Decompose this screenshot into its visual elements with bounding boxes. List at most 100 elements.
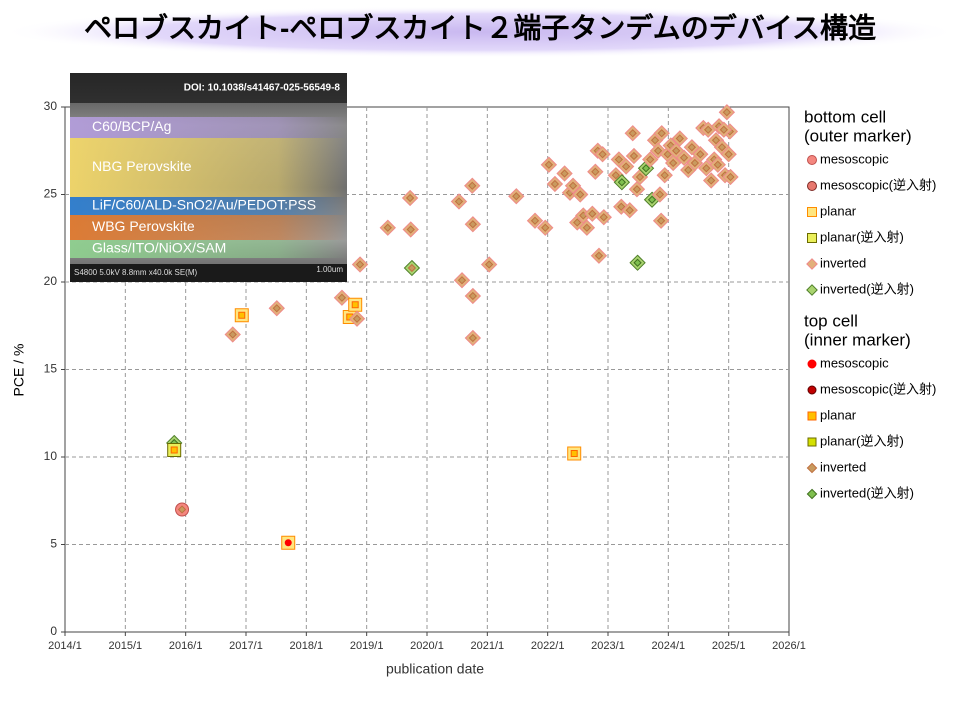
legend-marker [807, 437, 817, 447]
inner-marker [641, 164, 651, 173]
inner-marker [272, 304, 281, 313]
legend-label: planar [820, 407, 857, 422]
inner-marker [719, 125, 728, 134]
y-tick-label: 25 [44, 187, 58, 201]
x-tick-label: 2022/1 [531, 640, 565, 652]
inner-marker [629, 151, 639, 161]
inner-marker [690, 158, 700, 168]
inner-marker [650, 136, 660, 145]
inner-marker [468, 291, 478, 301]
y-tick-label: 30 [44, 99, 58, 113]
inner-marker [632, 185, 642, 194]
y-tick-label: 5 [50, 537, 57, 551]
inner-marker [383, 223, 392, 232]
inner-marker [611, 171, 621, 180]
marks [166, 104, 739, 550]
inner-marker [702, 164, 711, 173]
legend-title: (inner marker) [804, 330, 911, 349]
y-axis-label: PCE / % [11, 344, 27, 397]
inner-marker [614, 155, 624, 164]
inner-marker [512, 192, 521, 201]
inner-marker [457, 276, 467, 285]
x-tick-label: 2026/1 [772, 640, 806, 652]
y-tick-label: 10 [44, 449, 58, 463]
inner-marker [617, 178, 627, 187]
legend-marker [807, 233, 817, 243]
legend-label: planar(逆入射) [820, 433, 904, 448]
inner-marker [675, 134, 684, 143]
x-tick-label: 2017/1 [229, 640, 263, 652]
legend-marker [806, 284, 818, 296]
inner-marker [576, 190, 585, 199]
inner-marker [717, 143, 727, 152]
inner-marker [684, 165, 693, 175]
layer-label: WBG Perovskite [92, 218, 195, 234]
inner-marker [687, 143, 697, 152]
inner-marker [646, 155, 655, 164]
inner-marker [544, 160, 554, 169]
legend-label: inverted(逆入射) [820, 281, 914, 296]
legend-label: inverted [820, 255, 866, 270]
inner-marker [337, 293, 347, 302]
inner-marker [656, 216, 666, 225]
legend-marker [807, 155, 817, 165]
inner-marker [672, 146, 681, 155]
x-tick-label: 2023/1 [591, 640, 625, 652]
inner-marker [228, 330, 237, 339]
layer-band [70, 117, 347, 138]
legend-marker [806, 258, 818, 270]
layer-band [70, 197, 347, 215]
inner-marker [550, 179, 560, 189]
inner-marker [713, 160, 722, 169]
legend-marker [806, 488, 818, 500]
legend-title: bottom cell [804, 107, 886, 126]
inner-marker [568, 181, 578, 190]
inner-marker [628, 129, 637, 138]
layer-label: C60/BCP/Ag [92, 118, 171, 134]
inner-marker [407, 263, 417, 273]
layer-label: LiF/C60/ALD-SnO2/Au/PEDOT:PSS [92, 197, 316, 213]
inner-marker [541, 223, 550, 232]
x-tick-label: 2019/1 [350, 640, 384, 652]
inner-marker [653, 146, 663, 155]
inner-marker [707, 176, 716, 185]
inner-marker [454, 197, 464, 206]
inner-marker [582, 223, 592, 232]
inner-marker [570, 450, 578, 457]
inner-marker [573, 218, 582, 227]
inner-marker [284, 539, 292, 547]
inner-marker [621, 162, 631, 171]
legend-title: (outer marker) [804, 126, 912, 145]
inner-marker [724, 150, 733, 159]
legend-title: top cell [804, 311, 858, 330]
legend-label: inverted [820, 459, 866, 474]
legend-marker [807, 181, 817, 191]
x-tick-label: 2021/1 [471, 640, 505, 652]
legend-label: mesoscopic [820, 151, 889, 166]
inner-marker [669, 158, 678, 168]
sem-scale: 1.00um [316, 265, 343, 274]
legend-label: mesoscopic(逆入射) [820, 381, 936, 396]
inner-marker [599, 213, 608, 222]
sem-footer [70, 264, 347, 282]
inner-marker [238, 311, 246, 319]
legend-label: mesoscopic [820, 355, 889, 370]
inner-marker [170, 446, 178, 454]
inner-marker [352, 314, 362, 323]
inner-marker [635, 172, 645, 182]
layer-band [70, 215, 347, 240]
x-axis-label: publication date [386, 661, 484, 677]
inner-marker [560, 169, 569, 178]
inner-marker [468, 220, 478, 229]
layer-label: NBG Perovskite [92, 158, 192, 174]
inner-marker [703, 125, 713, 134]
x-tick-label: 2016/1 [169, 640, 203, 652]
x-tick-label: 2018/1 [290, 640, 324, 652]
y-tick-label: 20 [44, 274, 58, 288]
inner-marker [726, 172, 735, 182]
legend-marker [807, 207, 817, 217]
inner-marker [355, 260, 365, 269]
layer-band [70, 138, 347, 197]
legend-label: inverted(逆入射) [820, 485, 914, 500]
